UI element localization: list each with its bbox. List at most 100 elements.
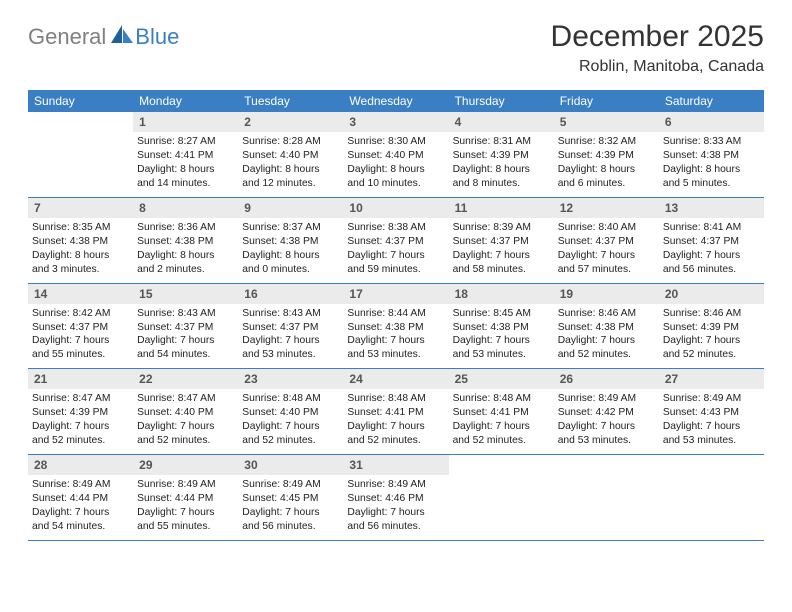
sunrise-text: Sunrise: 8:36 AM bbox=[137, 221, 234, 235]
day-body: Sunrise: 8:43 AMSunset: 4:37 PMDaylight:… bbox=[238, 307, 343, 363]
day-body: Sunrise: 8:31 AMSunset: 4:39 PMDaylight:… bbox=[449, 135, 554, 191]
sunset-text: Sunset: 4:37 PM bbox=[137, 321, 234, 335]
daylight-line2: and 53 minutes. bbox=[242, 348, 339, 362]
sunset-text: Sunset: 4:37 PM bbox=[347, 235, 444, 249]
sunrise-text: Sunrise: 8:47 AM bbox=[137, 392, 234, 406]
daylight-line1: Daylight: 8 hours bbox=[347, 163, 444, 177]
daylight-line1: Daylight: 7 hours bbox=[453, 420, 550, 434]
day-cell bbox=[28, 112, 133, 197]
sunrise-text: Sunrise: 8:32 AM bbox=[558, 135, 655, 149]
day-body: Sunrise: 8:40 AMSunset: 4:37 PMDaylight:… bbox=[554, 221, 659, 277]
logo-word-general: General bbox=[28, 24, 106, 50]
day-number: 22 bbox=[133, 369, 238, 389]
daylight-line1: Daylight: 7 hours bbox=[32, 334, 129, 348]
daylight-line2: and 14 minutes. bbox=[137, 177, 234, 191]
daylight-line1: Daylight: 7 hours bbox=[137, 334, 234, 348]
day-number: 17 bbox=[343, 284, 448, 304]
day-number: 8 bbox=[133, 198, 238, 218]
sunset-text: Sunset: 4:44 PM bbox=[32, 492, 129, 506]
day-cell: 17Sunrise: 8:44 AMSunset: 4:38 PMDayligh… bbox=[343, 284, 448, 369]
sunrise-text: Sunrise: 8:44 AM bbox=[347, 307, 444, 321]
daylight-line2: and 52 minutes. bbox=[453, 434, 550, 448]
day-cell: 7Sunrise: 8:35 AMSunset: 4:38 PMDaylight… bbox=[28, 198, 133, 283]
sunset-text: Sunset: 4:38 PM bbox=[453, 321, 550, 335]
sunset-text: Sunset: 4:38 PM bbox=[137, 235, 234, 249]
daylight-line1: Daylight: 8 hours bbox=[137, 163, 234, 177]
daylight-line1: Daylight: 7 hours bbox=[663, 249, 760, 263]
daylight-line2: and 55 minutes. bbox=[137, 520, 234, 534]
day-cell bbox=[659, 455, 764, 540]
day-body: Sunrise: 8:48 AMSunset: 4:41 PMDaylight:… bbox=[449, 392, 554, 448]
day-body: Sunrise: 8:42 AMSunset: 4:37 PMDaylight:… bbox=[28, 307, 133, 363]
day-body: Sunrise: 8:35 AMSunset: 4:38 PMDaylight:… bbox=[28, 221, 133, 277]
daylight-line2: and 53 minutes. bbox=[453, 348, 550, 362]
sunset-text: Sunset: 4:40 PM bbox=[242, 406, 339, 420]
day-number: 4 bbox=[449, 112, 554, 132]
sunset-text: Sunset: 4:37 PM bbox=[663, 235, 760, 249]
sunset-text: Sunset: 4:39 PM bbox=[558, 149, 655, 163]
weekday-header-cell: Saturday bbox=[659, 90, 764, 112]
daylight-line2: and 52 minutes. bbox=[32, 434, 129, 448]
month-title: December 2025 bbox=[551, 20, 764, 54]
daylight-line2: and 56 minutes. bbox=[663, 263, 760, 277]
sunset-text: Sunset: 4:40 PM bbox=[137, 406, 234, 420]
weekday-header-cell: Monday bbox=[133, 90, 238, 112]
day-cell: 11Sunrise: 8:39 AMSunset: 4:37 PMDayligh… bbox=[449, 198, 554, 283]
daylight-line2: and 12 minutes. bbox=[242, 177, 339, 191]
day-cell: 28Sunrise: 8:49 AMSunset: 4:44 PMDayligh… bbox=[28, 455, 133, 540]
daylight-line1: Daylight: 7 hours bbox=[242, 506, 339, 520]
day-cell: 22Sunrise: 8:47 AMSunset: 4:40 PMDayligh… bbox=[133, 369, 238, 454]
sunrise-text: Sunrise: 8:41 AM bbox=[663, 221, 760, 235]
day-cell: 16Sunrise: 8:43 AMSunset: 4:37 PMDayligh… bbox=[238, 284, 343, 369]
logo-word-blue: Blue bbox=[135, 24, 179, 50]
sunrise-text: Sunrise: 8:49 AM bbox=[242, 478, 339, 492]
sunrise-text: Sunrise: 8:49 AM bbox=[347, 478, 444, 492]
day-number: 18 bbox=[449, 284, 554, 304]
daylight-line1: Daylight: 8 hours bbox=[558, 163, 655, 177]
week-row: 14Sunrise: 8:42 AMSunset: 4:37 PMDayligh… bbox=[28, 284, 764, 370]
day-number: 2 bbox=[238, 112, 343, 132]
daylight-line2: and 53 minutes. bbox=[558, 434, 655, 448]
day-cell: 31Sunrise: 8:49 AMSunset: 4:46 PMDayligh… bbox=[343, 455, 448, 540]
sunset-text: Sunset: 4:39 PM bbox=[32, 406, 129, 420]
day-number: 6 bbox=[659, 112, 764, 132]
day-cell: 18Sunrise: 8:45 AMSunset: 4:38 PMDayligh… bbox=[449, 284, 554, 369]
sunset-text: Sunset: 4:38 PM bbox=[242, 235, 339, 249]
day-number: 26 bbox=[554, 369, 659, 389]
day-number: 30 bbox=[238, 455, 343, 475]
sunrise-text: Sunrise: 8:48 AM bbox=[347, 392, 444, 406]
day-cell: 10Sunrise: 8:38 AMSunset: 4:37 PMDayligh… bbox=[343, 198, 448, 283]
daylight-line2: and 5 minutes. bbox=[663, 177, 760, 191]
daylight-line2: and 6 minutes. bbox=[558, 177, 655, 191]
sunset-text: Sunset: 4:41 PM bbox=[137, 149, 234, 163]
day-cell: 3Sunrise: 8:30 AMSunset: 4:40 PMDaylight… bbox=[343, 112, 448, 197]
day-cell: 13Sunrise: 8:41 AMSunset: 4:37 PMDayligh… bbox=[659, 198, 764, 283]
brand-logo: General Blue bbox=[28, 24, 179, 50]
daylight-line1: Daylight: 7 hours bbox=[453, 249, 550, 263]
day-cell: 1Sunrise: 8:27 AMSunset: 4:41 PMDaylight… bbox=[133, 112, 238, 197]
day-body: Sunrise: 8:32 AMSunset: 4:39 PMDaylight:… bbox=[554, 135, 659, 191]
daylight-line1: Daylight: 8 hours bbox=[242, 163, 339, 177]
daylight-line1: Daylight: 7 hours bbox=[242, 420, 339, 434]
sunset-text: Sunset: 4:39 PM bbox=[663, 321, 760, 335]
day-body: Sunrise: 8:49 AMSunset: 4:44 PMDaylight:… bbox=[133, 478, 238, 534]
daylight-line1: Daylight: 7 hours bbox=[347, 420, 444, 434]
day-cell: 25Sunrise: 8:48 AMSunset: 4:41 PMDayligh… bbox=[449, 369, 554, 454]
sunset-text: Sunset: 4:38 PM bbox=[347, 321, 444, 335]
day-cell: 19Sunrise: 8:46 AMSunset: 4:38 PMDayligh… bbox=[554, 284, 659, 369]
daylight-line2: and 52 minutes. bbox=[242, 434, 339, 448]
sunrise-text: Sunrise: 8:42 AM bbox=[32, 307, 129, 321]
sunrise-text: Sunrise: 8:48 AM bbox=[242, 392, 339, 406]
daylight-line1: Daylight: 8 hours bbox=[242, 249, 339, 263]
sunrise-text: Sunrise: 8:40 AM bbox=[558, 221, 655, 235]
daylight-line1: Daylight: 7 hours bbox=[347, 249, 444, 263]
sunset-text: Sunset: 4:41 PM bbox=[347, 406, 444, 420]
day-cell: 12Sunrise: 8:40 AMSunset: 4:37 PMDayligh… bbox=[554, 198, 659, 283]
daylight-line2: and 10 minutes. bbox=[347, 177, 444, 191]
day-body: Sunrise: 8:46 AMSunset: 4:39 PMDaylight:… bbox=[659, 307, 764, 363]
daylight-line1: Daylight: 7 hours bbox=[453, 334, 550, 348]
day-body: Sunrise: 8:43 AMSunset: 4:37 PMDaylight:… bbox=[133, 307, 238, 363]
daylight-line2: and 52 minutes. bbox=[137, 434, 234, 448]
daylight-line2: and 56 minutes. bbox=[347, 520, 444, 534]
day-number: 3 bbox=[343, 112, 448, 132]
